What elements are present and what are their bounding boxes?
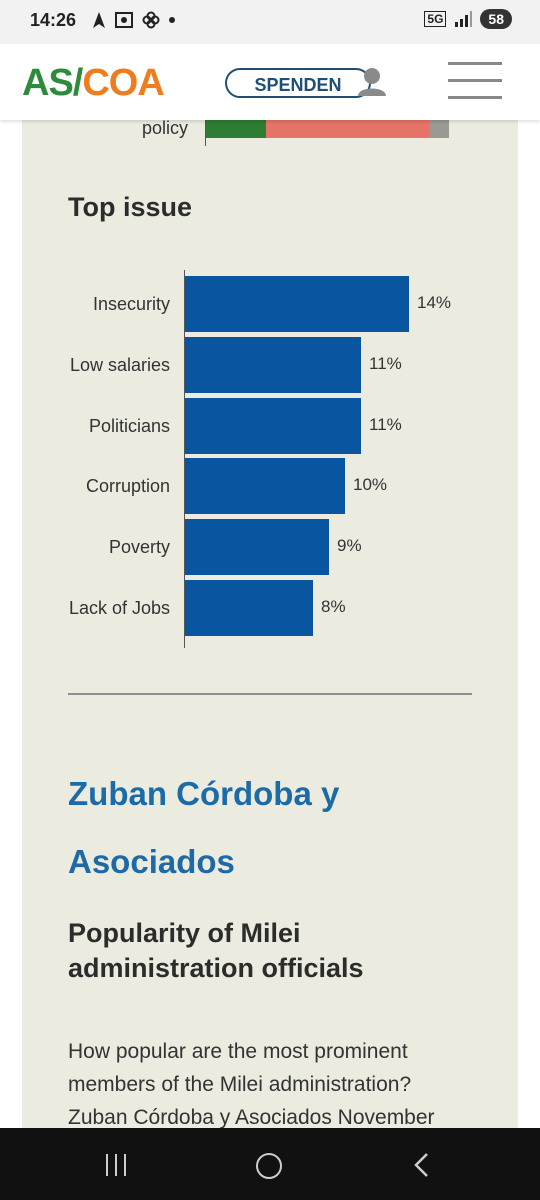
previous-chart-axis (205, 120, 206, 146)
org-heading: Zuban Córdoba y Asociados (68, 775, 340, 880)
dot-icon (169, 17, 175, 23)
system-navigation-bar (0, 1128, 540, 1200)
bar-value-label: 10% (353, 475, 388, 495)
bar-value-label: 8% (321, 597, 346, 616)
menu-icon[interactable] (448, 62, 502, 100)
signal-icon (455, 11, 473, 27)
section-divider (68, 693, 472, 695)
status-time: 14:26 (30, 10, 77, 30)
bar (185, 276, 409, 332)
recents-icon[interactable] (106, 1154, 126, 1176)
bar-value-label: 11% (369, 414, 402, 434)
chart-title: Top issue (68, 192, 193, 222)
bar (185, 458, 345, 515)
top-issue-chart: Insecurity 14% Low salaries 11% Politicians 1… (22, 270, 518, 650)
navigation-arrow-icon (93, 12, 105, 28)
article-paragraph: How popular are the most prominent membe… (68, 1040, 435, 1128)
site-header: AS/COA SPENDEN (0, 44, 540, 120)
bar-label: Corruption (85, 476, 170, 497)
chart-y-axis (184, 270, 185, 648)
pinwheel-icon (142, 11, 160, 29)
previous-chart-bar-segment-3 (429, 120, 449, 138)
donate-button[interactable]: SPENDEN (225, 68, 371, 98)
bar-value-label: 14% (417, 293, 452, 312)
status-bar: 14:26 5G 58 (0, 0, 540, 44)
article-content: policy Top issue Insecurity 14% Low salari… (22, 120, 518, 1128)
previous-chart-bar-segment-2 (266, 120, 429, 138)
section-subheading: Popularity of Milei administration offic… (68, 918, 364, 983)
bar-label: Politicians (88, 415, 170, 436)
battery-indicator: 58 (480, 9, 512, 29)
bar-label: Poverty (108, 537, 170, 558)
bar (185, 397, 361, 454)
bar-label: Insecurity (92, 294, 170, 314)
network-label: 5G (424, 11, 447, 27)
user-icon[interactable] (356, 66, 388, 98)
bar-label: Low salaries (69, 354, 170, 375)
bar (185, 336, 361, 393)
status-system-icons: 5G 58 (424, 9, 512, 29)
status-notification-icons (92, 11, 176, 29)
bar-value-label: 11% (369, 353, 402, 373)
back-icon[interactable] (412, 1152, 430, 1178)
ascoa-logo[interactable]: AS/COA (22, 62, 165, 104)
bar-label: Lack of Jobs (68, 598, 170, 618)
home-icon[interactable] (256, 1153, 282, 1179)
bar (185, 519, 329, 576)
bar (185, 580, 313, 636)
bar-value-label: 9% (337, 536, 362, 556)
screenshot-icon (115, 12, 133, 28)
previous-chart-row-label: policy (142, 120, 189, 138)
previous-chart-bar-segment-1 (206, 120, 266, 138)
